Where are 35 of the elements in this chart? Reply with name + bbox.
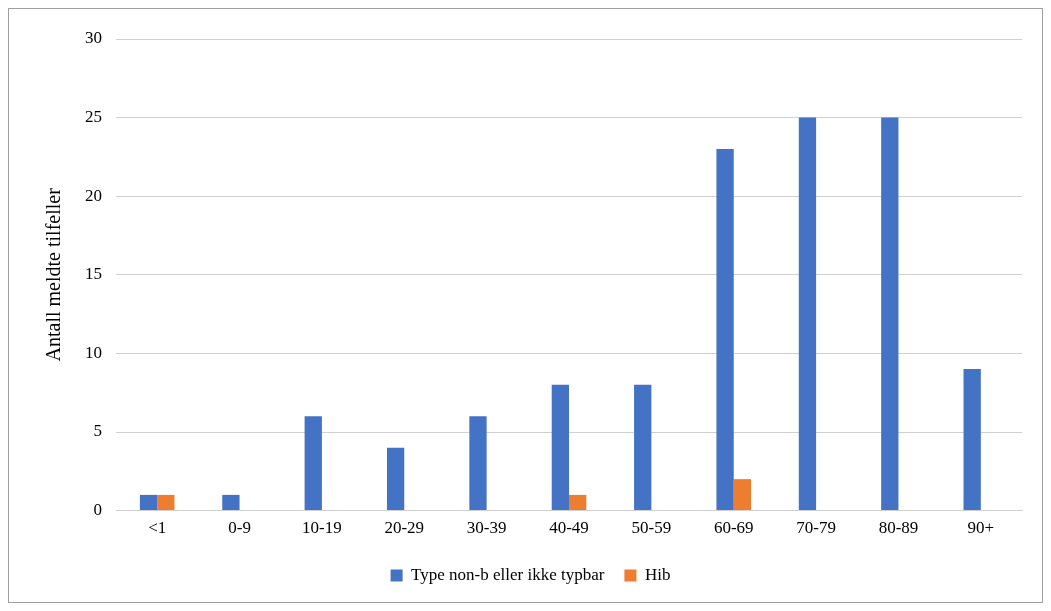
bar — [881, 117, 899, 511]
x-tick-label: 10-19 — [302, 518, 342, 538]
x-tick-label: 0-9 — [228, 518, 251, 538]
x-tick-label: <1 — [148, 518, 167, 538]
bar — [469, 416, 487, 511]
x-tick-label: 40-49 — [549, 518, 589, 538]
bar — [569, 494, 587, 511]
y-tick-label: 5 — [93, 421, 102, 441]
y-tick-label: 20 — [85, 185, 102, 205]
x-tick-label: 90+ — [967, 518, 995, 538]
bar — [304, 416, 322, 511]
y-tick-label: 0 — [93, 500, 102, 520]
y-axis-title: Antall meldte tilfeller — [42, 187, 65, 362]
bar — [222, 494, 240, 511]
x-tick-label: 60-69 — [713, 518, 754, 538]
legend-label: Type non-b eller ikke typbar — [411, 564, 605, 584]
bar — [733, 479, 752, 511]
bar — [798, 117, 817, 511]
bar — [634, 384, 652, 511]
x-tick-label: 30-39 — [466, 518, 507, 538]
legend-label: Hib — [644, 564, 671, 584]
y-tick-label: 30 — [85, 28, 102, 48]
y-tick-label: 25 — [85, 107, 102, 127]
y-tick-label: 15 — [85, 264, 102, 284]
x-tick-label: 20-29 — [384, 518, 425, 538]
x-tick-label: 70-79 — [796, 518, 836, 538]
bar — [139, 494, 158, 511]
bar — [551, 384, 569, 511]
bar — [963, 369, 981, 511]
x-tick-label: 80-89 — [878, 518, 919, 538]
y-tick-label: 10 — [85, 342, 102, 362]
bar — [386, 447, 405, 511]
bar — [716, 149, 734, 511]
x-tick-label: 50-59 — [631, 518, 672, 538]
bar — [157, 494, 175, 511]
